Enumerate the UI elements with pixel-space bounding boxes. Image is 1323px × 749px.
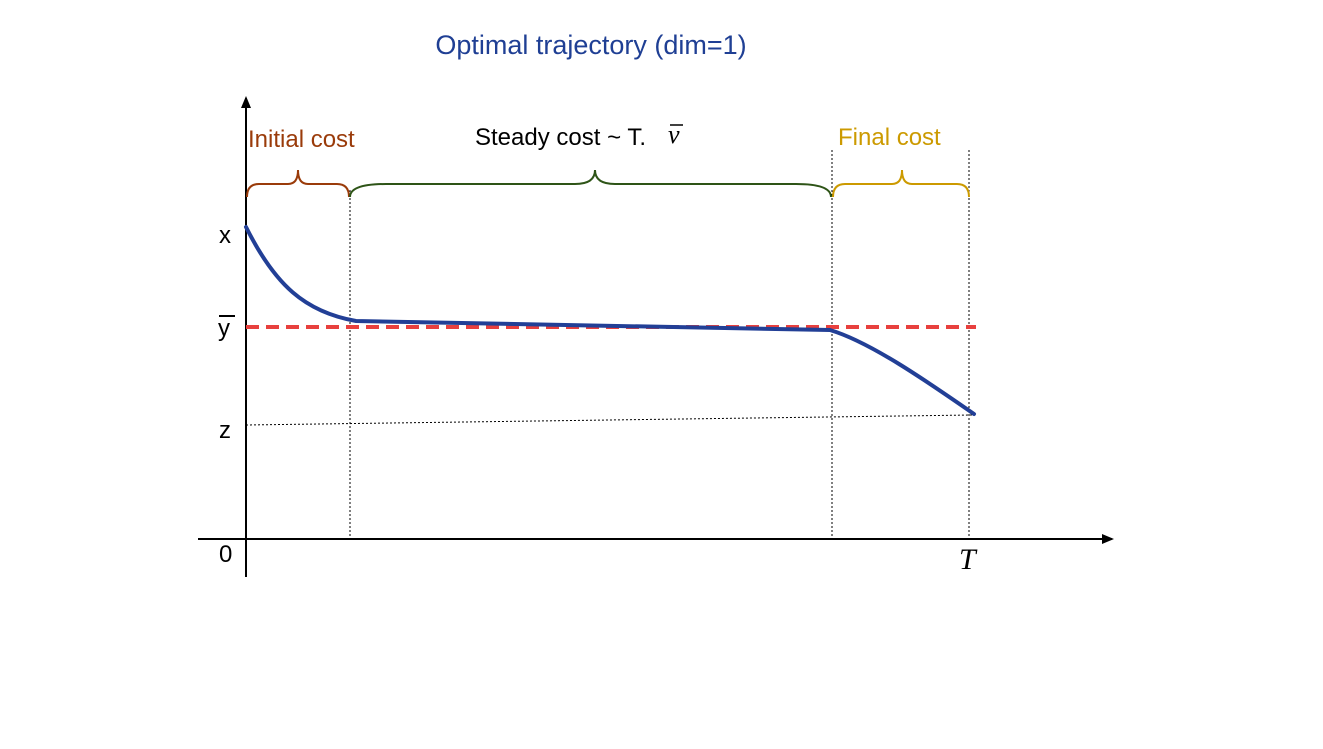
origin-label: 0 (219, 541, 232, 568)
optimal-trajectory-curve (244, 225, 976, 416)
x-initial-label: x (219, 222, 231, 249)
diagram-title: Optimal trajectory (dim=1) (435, 30, 746, 60)
T-axis-label: T (959, 543, 978, 576)
initial-cost-brace (246, 169, 350, 198)
steady-cost-brace (349, 169, 832, 198)
final-cost-brace (832, 169, 970, 198)
z-label: z (219, 417, 231, 444)
steady-cost-label: Steady cost ~ T. (475, 124, 646, 151)
nu-symbol: ν (668, 120, 680, 149)
z-level-line (245, 414, 973, 426)
final-cost-label: Final cost (838, 124, 941, 151)
ybar-label: y (218, 315, 230, 342)
initial-cost-label: Initial cost (248, 126, 355, 153)
